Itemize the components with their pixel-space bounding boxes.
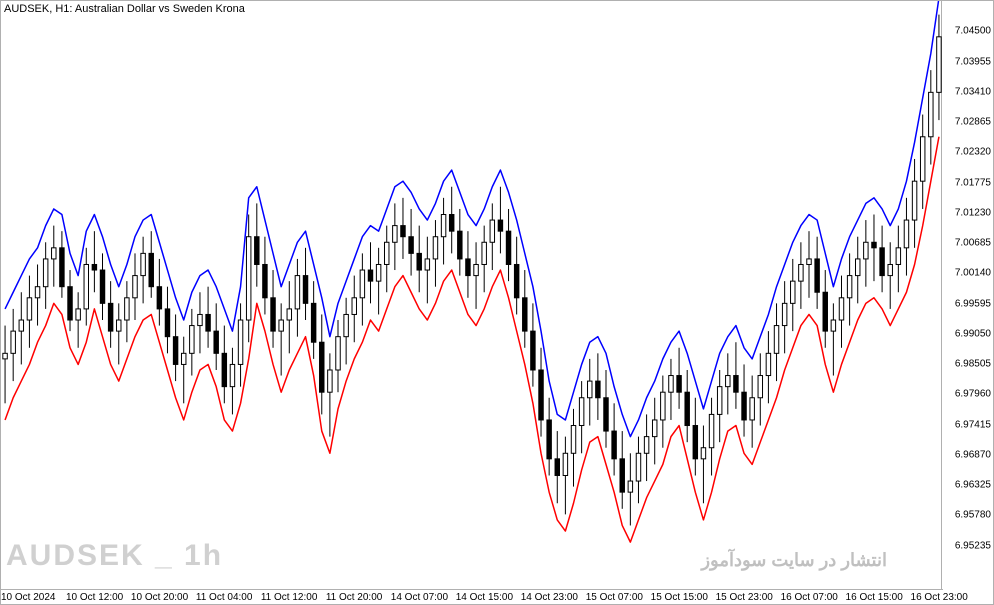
y-tick-label: 6.97960 bbox=[955, 389, 991, 400]
chart-container: AUDSEK, H1: Australian Dollar vs Sweden … bbox=[0, 0, 994, 605]
y-tick-label: 6.99595 bbox=[955, 298, 991, 309]
x-tick-label: 15 Oct 23:00 bbox=[716, 592, 773, 603]
x-tick-label: 16 Oct 15:00 bbox=[846, 592, 903, 603]
y-tick-label: 7.00140 bbox=[955, 268, 991, 279]
y-tick-label: 6.96325 bbox=[955, 480, 991, 491]
y-tick-label: 6.95780 bbox=[955, 510, 991, 521]
y-tick-label: 7.03410 bbox=[955, 86, 991, 97]
y-tick-label: 7.02320 bbox=[955, 147, 991, 158]
y-tick-label: 7.02865 bbox=[955, 117, 991, 128]
y-tick-label: 6.97415 bbox=[955, 419, 991, 430]
y-tick-label: 7.01230 bbox=[955, 207, 991, 218]
y-axis: 7.04500 7.03955 7.03410 7.02865 7.02320 7.017… bbox=[941, 1, 993, 591]
plot-area[interactable]: AUDSEK _ 1h انتشار در سایت سودآموز bbox=[1, 1, 943, 591]
y-tick-label: 6.96870 bbox=[955, 449, 991, 460]
y-tick-label: 7.04500 bbox=[955, 26, 991, 37]
x-tick-label: 11 Oct 04:00 bbox=[196, 592, 253, 603]
y-tick-label: 6.99050 bbox=[955, 328, 991, 339]
y-tick-label: 6.98505 bbox=[955, 359, 991, 370]
x-tick-label: 11 Oct 20:00 bbox=[326, 592, 383, 603]
x-tick-label: 14 Oct 23:00 bbox=[521, 592, 578, 603]
y-tick-label: 7.01775 bbox=[955, 177, 991, 188]
y-tick-label: 7.03955 bbox=[955, 56, 991, 67]
x-tick-label: 10 Oct 2024 bbox=[1, 592, 55, 603]
y-tick-label: 7.00685 bbox=[955, 238, 991, 249]
x-axis: 10 Oct 2024 10 Oct 12:00 10 Oct 20:00 11 Oc… bbox=[1, 589, 943, 604]
chart-title: AUDSEK, H1: Australian Dollar vs Sweden … bbox=[4, 3, 245, 15]
x-tick-label: 14 Oct 15:00 bbox=[456, 592, 513, 603]
x-tick-label: 11 Oct 12:00 bbox=[261, 592, 318, 603]
chart-svg bbox=[1, 1, 943, 576]
x-tick-label: 14 Oct 07:00 bbox=[391, 592, 448, 603]
y-tick-label: 6.95235 bbox=[955, 540, 991, 551]
x-tick-label: 10 Oct 12:00 bbox=[66, 592, 123, 603]
x-tick-label: 16 Oct 07:00 bbox=[781, 592, 838, 603]
x-tick-label: 15 Oct 15:00 bbox=[651, 592, 708, 603]
x-tick-label: 10 Oct 20:00 bbox=[131, 592, 188, 603]
x-tick-label: 16 Oct 23:00 bbox=[911, 592, 968, 603]
x-tick-label: 15 Oct 07:00 bbox=[586, 592, 643, 603]
